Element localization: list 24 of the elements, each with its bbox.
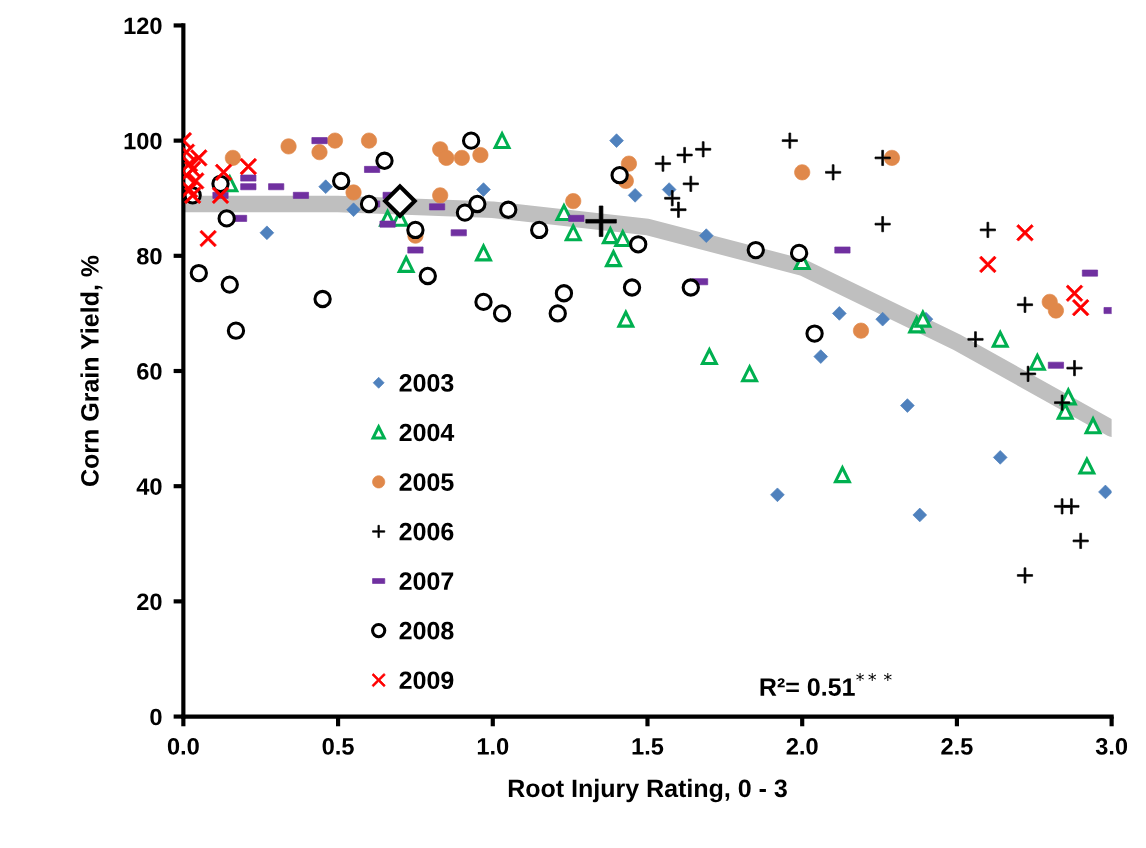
x-axis-title: Root Injury Rating, 0 - 3: [508, 778, 787, 803]
x-tick-label: 0.5: [322, 738, 354, 755]
annotation: R²= 0.51$^{***}$: [760, 673, 892, 696]
x-tick-label: 1.5: [632, 738, 664, 755]
y-tick-label: 0: [150, 708, 162, 726]
legend-label: 2005: [399, 473, 454, 491]
legend-label: 2007: [399, 572, 454, 591]
y-tick-label: 40: [136, 478, 162, 495]
x-tick-label: 2.5: [941, 738, 973, 755]
legend-label: 2004: [399, 423, 455, 442]
legend-label: 2009: [399, 671, 454, 690]
y-tick-label: 80: [137, 247, 162, 265]
legend-label: 2008: [399, 621, 454, 640]
y-tick-label: 100: [124, 132, 162, 150]
x-tick-label: 2.0: [786, 738, 818, 755]
x-tick-label: 1.0: [477, 738, 509, 755]
y-tick-label: 20: [137, 593, 162, 611]
legend-label: 2003: [399, 374, 454, 392]
y-axis-title: Corn Grain Yield, %: [80, 255, 103, 486]
y-tick-label: 60: [137, 363, 162, 380]
x-tick-label: 3.0: [1095, 738, 1128, 755]
y-tick-label: 120: [124, 17, 162, 35]
x-tick-label: 0.0: [167, 738, 199, 755]
legend-label: 2006: [399, 522, 454, 541]
